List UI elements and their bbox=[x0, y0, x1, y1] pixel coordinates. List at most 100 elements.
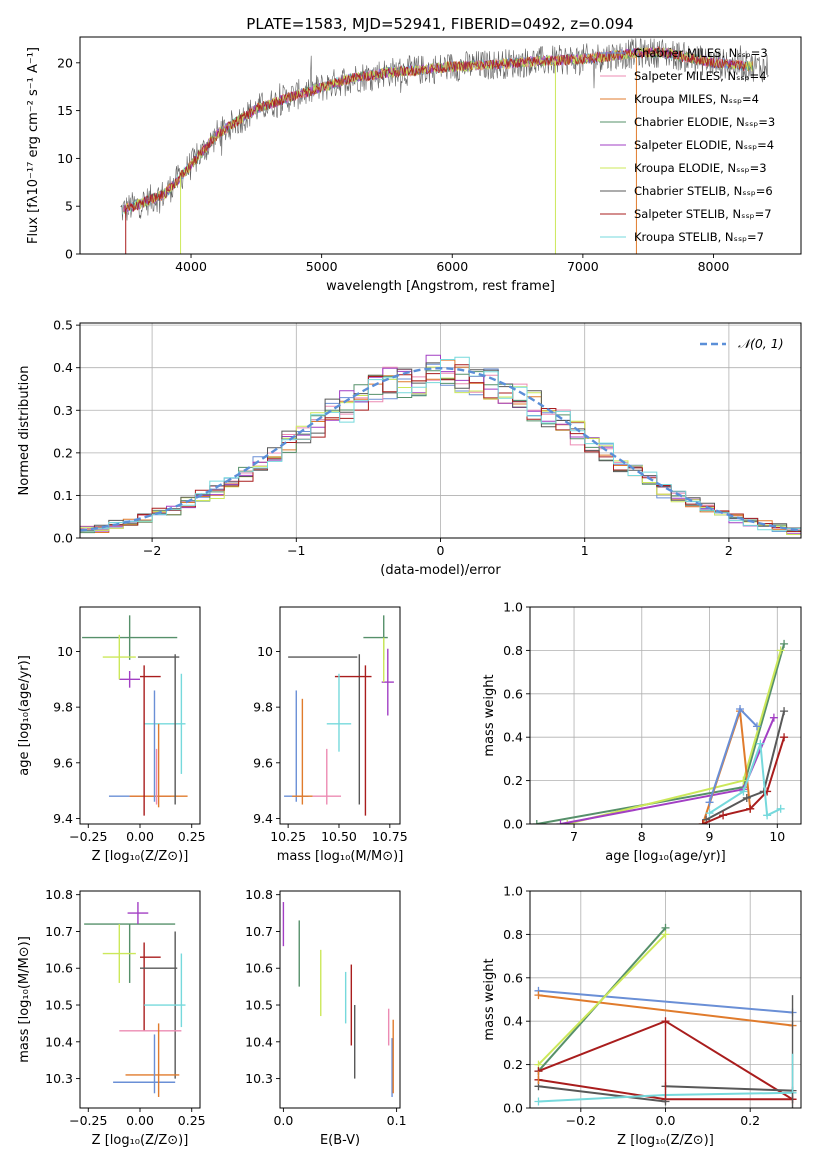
weight-marker bbox=[769, 713, 778, 722]
weight-marker bbox=[534, 991, 543, 1000]
y-tick-label: 0.6 bbox=[503, 970, 523, 985]
x-axis-label: mass [log₁₀(M/M⊙)] bbox=[277, 849, 404, 864]
weight-marker bbox=[746, 804, 755, 813]
weight-marker bbox=[776, 804, 785, 813]
weight-series-0 bbox=[538, 989, 793, 1014]
y-axis-label: mass weight bbox=[482, 958, 497, 1040]
y-tick-label: 10.8 bbox=[45, 887, 73, 902]
x-tick-label: −0.2 bbox=[566, 1113, 596, 1128]
y-tick-label: 10.6 bbox=[245, 961, 273, 976]
y-tick-label: 1.0 bbox=[503, 600, 523, 615]
legend-entry: Chabrier STELIB, Nₛₛₚ=6 bbox=[634, 184, 773, 198]
panel-mass-vs-z: −0.25 0.00 0.25 10.3 10.4 10.5 10.6 10.7 10.8 Z [… bbox=[17, 887, 206, 1148]
weight-marker bbox=[742, 793, 751, 802]
panel-spectrum: 4000 5000 6000 7000 8000 0 5 10 15 20 wavelength [… bbox=[26, 36, 802, 294]
y-tick-label: 10.3 bbox=[245, 1071, 273, 1086]
x-axis-label: Z [log₁₀(Z/Z⊙)] bbox=[92, 1133, 189, 1148]
y-axis-label: Flux [fλ10⁻¹⁷ erg cm⁻² s⁻¹ A⁻¹] bbox=[26, 47, 41, 244]
weight-marker bbox=[719, 811, 728, 820]
y-tick-label: 9.6 bbox=[253, 755, 273, 770]
y-tick-label: 10 bbox=[57, 151, 73, 166]
y-tick-label: 10.5 bbox=[245, 998, 273, 1013]
y-tick-label: 0.0 bbox=[503, 1101, 523, 1116]
x-tick-label: 9 bbox=[706, 829, 714, 844]
y-tick-label: 0.8 bbox=[503, 643, 523, 658]
x-tick-label: 2 bbox=[725, 543, 733, 558]
weight-marker bbox=[736, 704, 745, 713]
y-tick-label: 0.8 bbox=[503, 927, 523, 942]
y-tick-label: 9.4 bbox=[253, 811, 273, 826]
x-tick-label: 0.00 bbox=[126, 829, 154, 844]
plot-layer bbox=[534, 923, 797, 1108]
x-tick-label: 0.0 bbox=[273, 1113, 293, 1128]
figure-title: PLATE=1583, MJD=52941, FIBERID=0492, z=0… bbox=[246, 15, 633, 33]
y-tick-label: 15 bbox=[57, 103, 73, 118]
x-axis-label: age [log₁₀(age/yr)] bbox=[605, 849, 726, 864]
x-tick-label: 0.25 bbox=[178, 1113, 206, 1128]
axes-frame bbox=[529, 606, 802, 825]
x-tick-label: 10.50 bbox=[321, 829, 357, 844]
y-tick-label: 10.7 bbox=[45, 924, 73, 939]
weight-marker bbox=[739, 787, 748, 796]
y-tick-label: 0.2 bbox=[503, 773, 523, 788]
weight-marker bbox=[752, 722, 761, 731]
y-tick-label: 10.7 bbox=[245, 924, 273, 939]
y-tick-label: 0.5 bbox=[53, 318, 73, 333]
y-tick-label: 0.3 bbox=[53, 403, 73, 418]
weight-marker bbox=[532, 820, 541, 824]
plot-layer bbox=[82, 615, 188, 816]
axes-frame bbox=[279, 606, 401, 825]
legend-entry: Chabrier MILES, Nₛₛₚ=3 bbox=[634, 46, 768, 60]
plot-layer bbox=[282, 902, 394, 1097]
weight-series-1 bbox=[538, 994, 793, 1027]
weight-marker bbox=[780, 733, 789, 742]
weight-marker bbox=[705, 809, 714, 818]
x-tick-label: 4000 bbox=[175, 259, 207, 274]
x-tick-label: 0.25 bbox=[178, 829, 206, 844]
legend: 𝒩(0, 1) bbox=[700, 336, 784, 351]
y-axis-label: mass weight bbox=[482, 674, 497, 756]
x-tick-label: 7 bbox=[570, 829, 578, 844]
weight-marker bbox=[776, 646, 785, 655]
plot-layer bbox=[84, 902, 186, 1097]
gaussian-reference bbox=[80, 366, 801, 532]
y-axis-label: mass [log₁₀(M/M⊙)] bbox=[17, 936, 32, 1063]
y-tick-label: 0.0 bbox=[53, 531, 73, 546]
plot-layer bbox=[120, 38, 769, 254]
y-tick-label: 9.6 bbox=[53, 755, 73, 770]
plot-layer bbox=[80, 354, 801, 535]
legend-entry: Salpeter MILES, Nₛₛₚ=4 bbox=[634, 69, 767, 83]
legend-entry: Chabrier ELODIE, Nₛₛₚ=3 bbox=[634, 115, 775, 129]
panel-weight-vs-age: 7 8 9 10 0.0 0.2 0.4 0.6 0.8 1.0 age [log₁₀(age/yr… bbox=[482, 600, 802, 864]
y-tick-label: 9.8 bbox=[253, 700, 273, 715]
weight-marker bbox=[763, 811, 772, 820]
y-tick-label: 10.5 bbox=[45, 998, 73, 1013]
x-tick-label: 1 bbox=[581, 543, 589, 558]
x-tick-label: −0.25 bbox=[69, 1113, 107, 1128]
x-tick-label: 7000 bbox=[567, 259, 599, 274]
y-tick-label: 0.4 bbox=[53, 360, 73, 375]
x-tick-label: 8 bbox=[638, 829, 646, 844]
x-tick-label: 5000 bbox=[306, 259, 338, 274]
axes-frame bbox=[279, 890, 401, 1109]
weight-marker bbox=[756, 739, 765, 748]
histogram-series-8 bbox=[80, 356, 801, 532]
axes-frame bbox=[79, 36, 802, 255]
y-tick-label: 0.1 bbox=[53, 488, 73, 503]
legend-entry: Salpeter STELIB, Nₛₛₚ=7 bbox=[634, 207, 772, 221]
x-axis-label: E(B-V) bbox=[320, 1133, 360, 1148]
y-tick-label: 0 bbox=[65, 247, 73, 262]
y-axis-label: age [log₁₀(age/yr)] bbox=[17, 655, 32, 776]
y-tick-label: 9.4 bbox=[53, 811, 73, 826]
weight-marker bbox=[563, 820, 572, 824]
y-tick-label: 0.4 bbox=[503, 730, 523, 745]
weight-marker bbox=[780, 639, 789, 648]
weight-series-7 bbox=[665, 1085, 793, 1092]
y-tick-label: 10.8 bbox=[245, 887, 273, 902]
x-tick-label: 8000 bbox=[698, 259, 730, 274]
x-tick-label: 0.00 bbox=[126, 1113, 154, 1128]
y-tick-label: 10 bbox=[57, 644, 73, 659]
